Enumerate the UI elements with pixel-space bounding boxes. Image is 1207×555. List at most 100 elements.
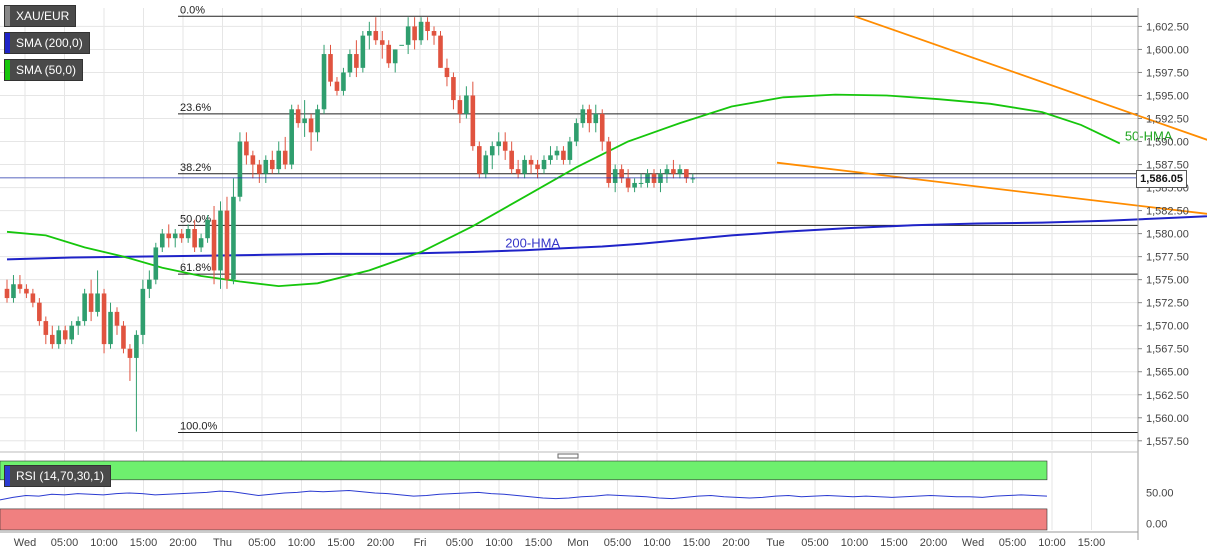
hma-200-path xyxy=(6,215,1207,261)
candle-body xyxy=(431,31,437,36)
time-tick-label: 10:00 xyxy=(841,537,869,549)
candle-body xyxy=(392,49,398,64)
candle-body xyxy=(263,159,269,174)
candle-body xyxy=(172,233,178,239)
rsi-pane: 50.00 0.00 xyxy=(0,460,1174,531)
candle-body xyxy=(198,238,204,248)
candle-body xyxy=(315,109,320,133)
price-tick-label: 1,592.50 xyxy=(1146,114,1189,126)
candle-body xyxy=(386,44,392,64)
candle-body xyxy=(244,141,249,156)
candle-body xyxy=(192,229,197,248)
candle-body xyxy=(405,26,411,45)
candle-body xyxy=(425,21,430,32)
candle-body xyxy=(444,67,450,78)
candle-body xyxy=(282,150,288,165)
candle-body xyxy=(75,321,81,326)
candle-body xyxy=(587,109,592,124)
divider-handle xyxy=(557,453,579,459)
time-tick-label: Mon xyxy=(567,537,588,549)
time-tick-label: 10:00 xyxy=(288,537,316,549)
price-tick-label: 1,590.00 xyxy=(1146,137,1189,149)
candle-body xyxy=(308,118,314,133)
candle-body xyxy=(554,150,560,156)
candle-body xyxy=(567,141,573,160)
time-tick-label: 15:00 xyxy=(880,537,908,549)
sma50-label[interactable]: SMA (50,0) xyxy=(4,59,84,81)
hma-50-path xyxy=(6,93,1121,288)
candle-body xyxy=(166,233,172,239)
candle-body xyxy=(489,146,495,156)
fib-level-label: 0.0% xyxy=(180,4,205,16)
candle-body xyxy=(231,196,236,280)
rsi-line xyxy=(0,489,1048,501)
trend-lines xyxy=(776,15,1207,215)
candle-body xyxy=(664,169,670,174)
price-tick-label: 1,560.00 xyxy=(1146,413,1189,425)
candle-body xyxy=(638,182,644,184)
candle-body xyxy=(625,178,631,188)
price-tick-label: 1,557.50 xyxy=(1146,436,1189,448)
sma200-label[interactable]: SMA (200,0) xyxy=(4,32,90,54)
candle-body xyxy=(147,279,152,289)
price-tick-label: 1,580.00 xyxy=(1146,229,1189,241)
fib-level-label: 23.6% xyxy=(180,102,211,114)
candle-body xyxy=(153,247,159,280)
time-tick-label: 05:00 xyxy=(51,537,79,549)
candle-body xyxy=(114,311,120,326)
symbol-label[interactable]: XAU/EUR xyxy=(4,5,77,27)
price-tick-label: 1,562.50 xyxy=(1146,390,1189,402)
time-tick-label: 10:00 xyxy=(643,537,671,549)
candle-body xyxy=(289,109,294,165)
rsi-overbought-zone xyxy=(0,460,1048,481)
candle-body xyxy=(302,118,307,124)
candle-body xyxy=(483,155,489,174)
candle-body xyxy=(658,173,663,183)
candle-body xyxy=(399,44,404,46)
candle-body xyxy=(62,330,68,340)
time-tick-label: 05:00 xyxy=(248,537,276,549)
rsi-label[interactable]: RSI (14,70,30,1) xyxy=(4,465,112,487)
price-tick-label: 1,582.50 xyxy=(1146,206,1189,218)
candle-body xyxy=(677,169,683,174)
time-axis[interactable]: Wed 05:00 10:00 15:00 20:00 Thu 05:00 10:00 15:0… xyxy=(0,531,1138,549)
candle-body xyxy=(457,100,463,114)
candle-body xyxy=(218,210,223,271)
time-tick-label: 20:00 xyxy=(367,537,395,549)
hma-200-line xyxy=(6,215,1207,261)
candle-body xyxy=(257,164,262,174)
candle-body xyxy=(211,219,217,271)
rsi-tick-label: 50.00 xyxy=(1146,487,1174,499)
candle-body xyxy=(269,159,275,170)
candle-body xyxy=(528,159,534,165)
sma50-text: SMA (50,0) xyxy=(16,63,77,77)
price-axis[interactable]: 1,557.50 1,560.00 1,562.50 1,565.00 1,567.50… xyxy=(1137,8,1189,540)
candle-body xyxy=(11,284,16,299)
candle-body xyxy=(56,330,62,345)
pane-divider[interactable] xyxy=(0,451,1138,459)
fib-level-label: 100.0% xyxy=(180,421,218,433)
candle-body xyxy=(509,150,514,170)
candle-body xyxy=(561,150,566,160)
candle-body xyxy=(43,321,49,335)
candle-body xyxy=(360,35,366,68)
price-tick-label: 1,570.00 xyxy=(1146,321,1189,333)
candle-body xyxy=(606,141,612,183)
candle-body xyxy=(250,155,256,165)
candle-body xyxy=(4,288,10,299)
candle-body xyxy=(580,109,586,124)
candle-body xyxy=(49,334,55,345)
symbol-text: XAU/EUR xyxy=(16,9,70,23)
candle-body xyxy=(127,348,133,358)
rsi-tick-label: 0.00 xyxy=(1146,519,1167,531)
candle-body xyxy=(684,169,689,179)
candle-body xyxy=(496,141,502,147)
candle-body xyxy=(535,164,540,170)
candle-body xyxy=(412,26,417,41)
candle-body xyxy=(502,141,508,151)
price-tick-label: 1,575.00 xyxy=(1146,275,1189,287)
trend-line-upper xyxy=(854,15,1207,141)
candle-body xyxy=(295,109,301,124)
candle-body xyxy=(477,146,482,174)
